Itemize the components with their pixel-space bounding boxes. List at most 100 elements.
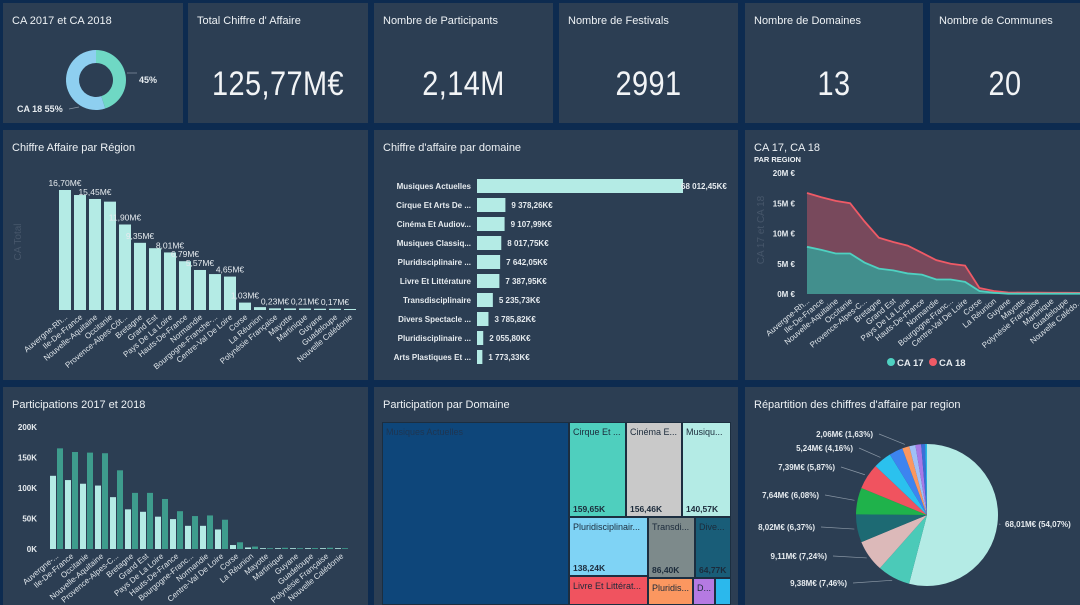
communes-card[interactable]: Nombre de Communes 20 [930, 3, 1080, 123]
leader-line [832, 555, 867, 559]
treemap-tile[interactable]: Musiques Actuelles [382, 422, 569, 605]
bar-2017 [50, 475, 56, 549]
treemap-tile[interactable]: Livre Et Littérat... [569, 576, 648, 605]
bar [224, 276, 236, 310]
total-ca-value: 125,77M€ [212, 65, 344, 103]
pie-slice [861, 466, 927, 515]
participants-card[interactable]: Nombre de Participants 2,14M [374, 3, 553, 123]
data-label: 0,21M€ [291, 296, 320, 306]
bar-2018 [327, 547, 333, 549]
participation-domaine-panel[interactable]: Participation par Domaine Musiques Actue… [374, 387, 738, 605]
category-label: Pluridisciplinaire ... [398, 258, 471, 267]
bar [194, 269, 206, 310]
treemap-tile[interactable]: Transdi... 86,40K [648, 517, 695, 578]
domaines-card[interactable]: Nombre de Domaines 13 [745, 3, 923, 123]
y-tick-label: 0M € [777, 290, 795, 299]
ca-region-panel[interactable]: Chiffre Affaire par Région CA Total 16,70… [3, 130, 368, 380]
treemap-tile[interactable]: Pluridisciplinair... 138,24K [569, 517, 648, 576]
data-label: 7 642,05K€ [506, 258, 548, 267]
bar-2017 [275, 548, 281, 549]
donut-label-ca17: 45% [139, 75, 158, 85]
total-ca-card[interactable]: Total Chiffre d' Affaire 125,77M€ [188, 3, 368, 123]
ca-donut-chart[interactable] [3, 3, 183, 123]
card-title: Total Chiffre d' Affaire [197, 15, 301, 27]
bar-2017 [155, 516, 161, 549]
tile-label: Dive... [699, 522, 725, 532]
y-tick-label: 0K [27, 545, 37, 554]
pie-data-label: 5,24M€ (4,16%) [796, 444, 853, 453]
ca-donut-card[interactable]: CA 2017 et CA 2018 45% CA 18 55% [3, 3, 183, 123]
category-label: Divers Spectacle ... [398, 315, 471, 324]
bar [59, 190, 71, 310]
ca-domaine-panel[interactable]: Chiffre d'affaire par domaine Musiques A… [374, 130, 738, 380]
legend-label: CA 17 [897, 358, 924, 369]
treemap-tile[interactable] [715, 578, 731, 605]
bar-2018 [192, 516, 198, 549]
repartition-panel[interactable]: Répartition des chiffres d'affaire par r… [745, 387, 1080, 605]
pie-slice [909, 444, 927, 515]
chart-title: Chiffre Affaire par Région [12, 142, 136, 154]
bar-2017 [170, 519, 176, 549]
bar-2018 [102, 453, 108, 549]
bar [254, 307, 266, 310]
treemap-tile[interactable]: D... [693, 578, 715, 605]
tile-label: D... [697, 583, 712, 593]
leader-line [878, 433, 905, 445]
repartition-pie-chart[interactable]: 68,01M€ (54,07%) 9,38M€ (7,46%) 9,11M€ (7,… [745, 387, 1080, 605]
bar [477, 331, 484, 345]
bar [477, 312, 489, 326]
tile-value: 156,46K [630, 504, 663, 514]
donut-slice [66, 50, 106, 110]
data-label: 9 378,26K€ [511, 201, 553, 210]
bar-2017 [215, 529, 221, 549]
data-label: 1 773,33K€ [488, 353, 530, 362]
participations-panel[interactable]: Participations 2017 et 2018 0K 50K 100K 150… [3, 387, 368, 605]
leader-line [820, 526, 855, 530]
bar [89, 198, 101, 310]
bar-2017 [200, 525, 206, 549]
bar-2017 [110, 497, 116, 549]
treemap-tile[interactable]: Pluridis... [648, 578, 693, 605]
donut-label-ca18: CA 18 55% [17, 104, 63, 114]
y-tick-label: 50K [22, 515, 37, 524]
treemap-tile[interactable]: Cinéma E... 156,46K [626, 422, 682, 517]
treemap-tile[interactable]: Cirque Et ... 159,65K [569, 422, 626, 517]
leader-line [840, 466, 866, 476]
tile-value: 138,24K [573, 563, 606, 573]
tile-label: Transdi... [652, 522, 690, 532]
category-label: Pluridisciplinaire ... [398, 334, 471, 343]
pie-slice [879, 515, 927, 584]
tile-value: 86,40K [652, 565, 680, 575]
bar-2018 [342, 548, 348, 549]
bar-2017 [245, 547, 251, 549]
treemap-tile[interactable]: Musiqu... 140,57K [682, 422, 731, 517]
y-tick-label: 15M € [773, 199, 796, 208]
bar-2017 [140, 511, 146, 549]
treemap-tile[interactable]: Dive... 64,77K [695, 517, 731, 578]
bar-2017 [80, 483, 86, 549]
tile-label: Cirque Et ... [573, 427, 621, 437]
ca17-ca18-panel[interactable]: CA 17, CA 18 PAR REGION CA 17 et CA 18 0M… [745, 130, 1080, 380]
legend-marker [929, 358, 937, 366]
pie-data-label: 9,11M€ (7,24%) [771, 552, 828, 561]
ca-domaine-bar-chart[interactable]: Musiques Actuelles 68 012,45K€ Cirque Et A… [374, 130, 738, 380]
bar-2018 [252, 546, 258, 549]
bar [299, 308, 311, 310]
bar-2018 [312, 548, 318, 549]
bar [477, 255, 501, 269]
participations-bar-chart[interactable]: 0K50K100K150K200KAuvergne-...Ile-De-Fran… [3, 387, 368, 605]
pie-slice [889, 448, 927, 515]
bar-2018 [282, 547, 288, 549]
y-axis-title: CA 17 et CA 18 [756, 195, 767, 264]
leader-line [68, 106, 80, 110]
bar [134, 242, 146, 310]
ca-region-bar-chart[interactable]: CA Total16,70M€Auvergne-Rh...Ile-De-Fran… [3, 130, 368, 380]
tile-label: Livre Et Littérat... [573, 581, 642, 591]
bar [164, 252, 176, 310]
bar [344, 309, 356, 310]
festivals-value: 2991 [615, 65, 682, 103]
bar [477, 198, 506, 212]
festivals-card[interactable]: Nombre de Festivals 2991 [559, 3, 738, 123]
data-label: 9,35M€ [126, 231, 155, 241]
